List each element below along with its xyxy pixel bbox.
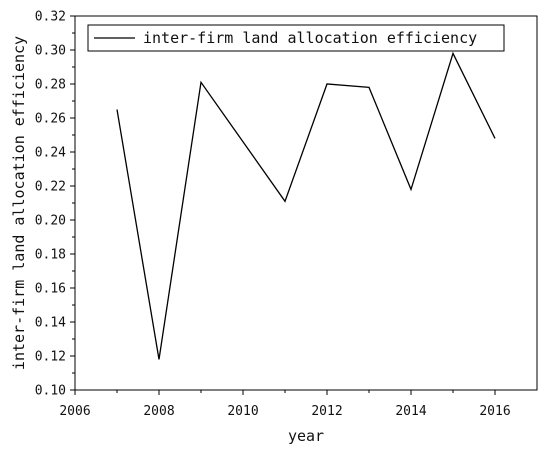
x-tick-label: 2008 [143, 404, 174, 419]
y-tick-label: 0.20 [35, 214, 66, 229]
axis-ticks [70, 15, 496, 395]
plot-frame [74, 15, 538, 391]
legend-entry: inter-firm land allocation efficiency [143, 29, 477, 47]
legend: inter-firm land allocation efficiency [87, 24, 505, 52]
x-tick-label: 2010 [227, 404, 258, 419]
y-tick-label: 0.10 [35, 384, 66, 399]
x-tick-label: 2014 [395, 404, 426, 419]
y-tick-label: 0.30 [35, 44, 66, 59]
data-series [116, 51, 496, 360]
y-tick-label: 0.12 [35, 350, 66, 365]
y-tick-label: 0.18 [35, 248, 66, 263]
y-tick-label: 0.16 [35, 282, 66, 297]
series-line [116, 51, 496, 360]
y-axis-label: inter-firm land allocation efficiency [10, 36, 28, 370]
y-tick-label: 0.24 [35, 146, 66, 161]
x-tick-label: 2006 [59, 404, 90, 419]
x-axis-label: year [288, 427, 324, 445]
y-tick-label: 0.14 [35, 316, 66, 331]
y-tick-label: 0.32 [35, 10, 66, 25]
y-tick-label: 0.26 [35, 112, 66, 127]
y-tick-label: 0.22 [35, 180, 66, 195]
axis-tick-labels: 2006 2008 2010 2012 2014 2016 0.10 0.12 0.14 0.16… [35, 10, 511, 420]
y-tick-label: 0.28 [35, 78, 66, 93]
x-tick-label: 2016 [479, 404, 510, 419]
legend-box [87, 24, 505, 52]
x-tick-label: 2012 [311, 404, 342, 419]
